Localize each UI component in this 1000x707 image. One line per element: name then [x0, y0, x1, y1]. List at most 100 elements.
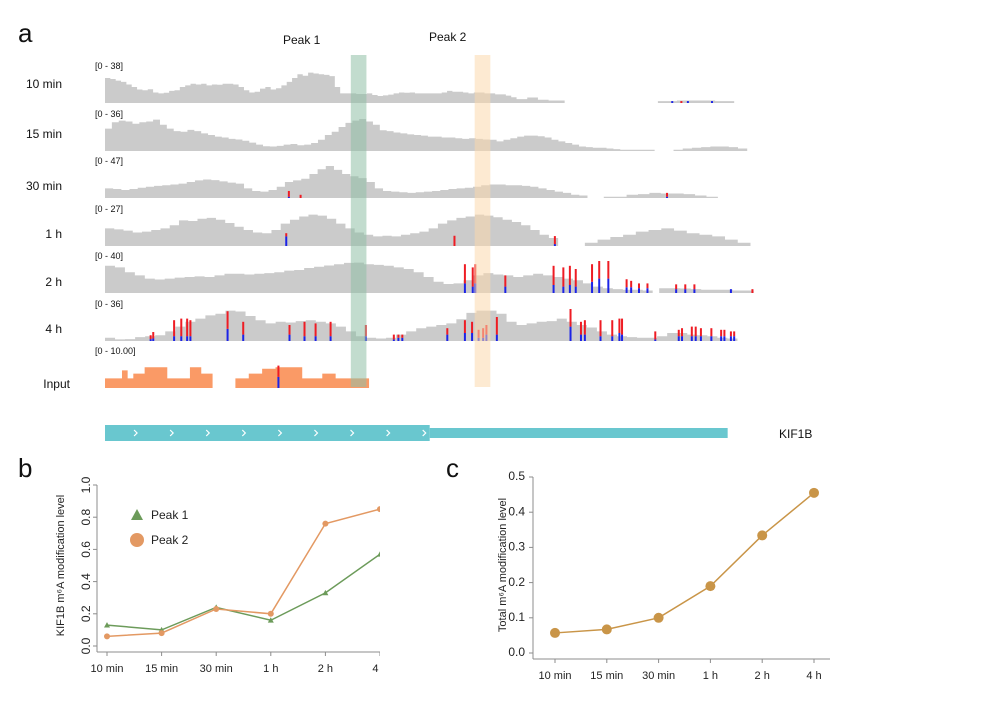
- variant-bar-red: [591, 264, 594, 282]
- variant-bar-red: [314, 323, 317, 337]
- variant-bar-blue: [621, 334, 624, 341]
- coverage-area: [105, 262, 653, 293]
- variant-bar-red: [463, 264, 466, 284]
- variant-bar-blue: [173, 336, 176, 341]
- variant-bar-red: [654, 331, 657, 340]
- variant-bar-red: [579, 321, 582, 335]
- x-tick-label: 4 h: [806, 670, 821, 682]
- variant-bar-red: [720, 329, 723, 337]
- track-2-h: [105, 261, 754, 293]
- variant-bar-blue: [729, 289, 732, 293]
- y-tick-label: 0.6: [79, 541, 93, 558]
- variant-bar-blue: [710, 336, 713, 341]
- variant-bar-red: [287, 190, 290, 197]
- variant-bar-red: [173, 320, 176, 337]
- variant-bar-blue: [646, 288, 649, 293]
- variant-bar-blue: [471, 333, 474, 341]
- panel-b-letter: b: [18, 453, 33, 483]
- variant-bar-blue: [446, 334, 449, 341]
- variant-bar-blue: [226, 328, 229, 341]
- variant-bar-red: [397, 334, 400, 338]
- track-range-label: [0 - 40]: [95, 251, 124, 261]
- track-range-label: [0 - 27]: [95, 204, 124, 214]
- x-tick-label: 10 min: [538, 670, 571, 682]
- x-tick-label: 15 min: [590, 670, 623, 682]
- variant-bar-blue: [189, 336, 192, 341]
- coverage-area: [105, 119, 655, 151]
- variant-bar-blue: [574, 286, 577, 293]
- strand-arrow-icon: [133, 429, 138, 437]
- y-tick-label: 0.1: [508, 610, 525, 624]
- data-point: [705, 581, 716, 592]
- chart-c: 0.0 0.1 0.2 0.3 0.4 0.5 10 min 15 min 30 min 1 h 2…: [497, 469, 830, 682]
- variant-bar-red: [690, 326, 693, 337]
- variant-bar-blue: [552, 285, 555, 293]
- data-point: [653, 612, 664, 623]
- variant-bar-blue: [152, 338, 155, 341]
- variant-bar-red: [699, 328, 702, 337]
- series-line-peak-2: [106, 508, 380, 638]
- variant-bar-blue: [314, 336, 317, 341]
- variant-bar-red: [552, 265, 555, 285]
- variant-bar-red: [680, 101, 683, 103]
- variant-bar-red: [463, 320, 466, 333]
- y-tick-label: 0.8: [79, 509, 93, 526]
- x-tick-label: 2 h: [755, 670, 770, 682]
- variant-bar-red: [288, 325, 291, 335]
- variant-bar-red: [453, 235, 456, 246]
- track-range-label: [0 - 47]: [95, 156, 124, 166]
- track-range-label: [0 - 10.00]: [95, 346, 136, 356]
- variant-bar-blue: [671, 101, 674, 103]
- variant-bar-blue: [242, 334, 245, 341]
- y-tick-label: 1.0: [79, 476, 93, 493]
- variant-bar-red: [285, 233, 288, 237]
- y-tick-label: 0.2: [508, 575, 525, 589]
- data-point: [158, 630, 165, 637]
- strand-arrow-icon: [241, 429, 247, 437]
- variant-bar-red: [618, 318, 621, 333]
- variant-bar-red: [751, 289, 754, 293]
- variant-bar-blue: [583, 334, 586, 341]
- variant-bar-red: [446, 328, 449, 335]
- y-tick-label: 0.0: [508, 645, 525, 659]
- variant-bar-red: [583, 320, 586, 335]
- y-tick-label: 0.2: [79, 605, 93, 622]
- strand-arrow-icon: [350, 429, 355, 437]
- strand-arrow-icon: [205, 429, 211, 437]
- variant-bar-red: [149, 335, 152, 340]
- variant-bar-blue: [180, 336, 183, 341]
- y-axis-label: KIF1B m⁶A modification level: [55, 495, 67, 636]
- variant-bar-red: [693, 284, 696, 290]
- variant-bar-blue: [630, 287, 633, 293]
- strand-arrow-icon: [277, 429, 283, 437]
- strand-arrow-icon: [386, 429, 391, 437]
- variant-bar-red: [637, 283, 640, 289]
- data-point: [550, 627, 560, 638]
- x-tick-label: 1 h: [263, 663, 278, 675]
- variant-bar-red: [495, 317, 498, 335]
- track-4-h: [105, 309, 738, 341]
- variant-bar-blue: [720, 336, 723, 341]
- variant-bar-red: [504, 275, 507, 287]
- variant-bar-blue: [303, 336, 306, 341]
- x-tick-label: 15 min: [145, 663, 178, 675]
- legend-label: Peak 1: [151, 508, 189, 522]
- data-point: [377, 551, 380, 557]
- variant-bar-blue: [711, 101, 714, 103]
- variant-bar-red: [666, 192, 669, 197]
- strand-arrow-icon: [169, 429, 175, 437]
- variant-bar-red: [299, 194, 302, 198]
- track-label: 30 min: [25, 179, 62, 193]
- panel-c-letter: c: [446, 453, 459, 483]
- variant-bar-blue: [579, 334, 582, 341]
- variant-bar-red: [710, 328, 713, 337]
- peak-1-highlight: [350, 55, 367, 387]
- x-tick-label: 2 h: [318, 663, 333, 675]
- data-point: [213, 605, 220, 612]
- variant-bar-blue: [607, 278, 610, 293]
- variant-bar-blue: [569, 326, 572, 341]
- x-tick-label: 1 h: [703, 670, 718, 682]
- y-tick-label: 0.3: [508, 540, 525, 554]
- track-label: 10 min: [25, 77, 62, 91]
- y-tick-label: 0.4: [508, 504, 525, 518]
